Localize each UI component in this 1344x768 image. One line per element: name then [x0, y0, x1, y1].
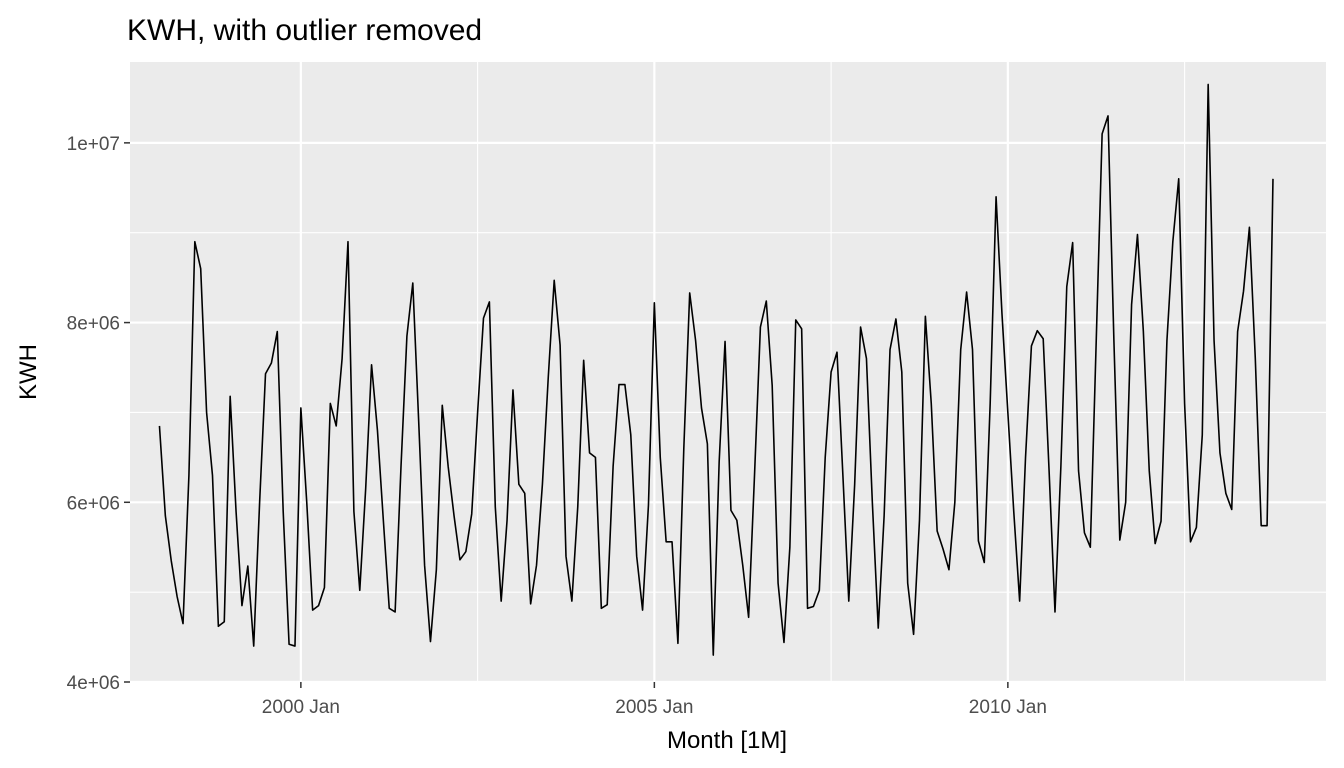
plot-panel	[130, 62, 1326, 682]
x-axis: 2000 Jan 2005 Jan 2010 Jan	[262, 682, 1047, 718]
x-tick-label: 2005 Jan	[615, 697, 693, 718]
y-tick-label: 8e+06	[67, 314, 120, 335]
y-axis-title: KWH	[15, 344, 42, 400]
major-gridlines	[130, 62, 1326, 684]
x-tick-label: 2010 Jan	[969, 697, 1047, 718]
y-axis: 4e+06 6e+06 8e+06 1e+07	[67, 134, 130, 694]
y-tick-label: 1e+07	[67, 134, 120, 155]
series-line	[158, 83, 1274, 656]
chart-title: KWH, with outlier removed	[127, 14, 482, 47]
x-axis-title: Month [1M]	[667, 727, 787, 754]
y-tick-label: 6e+06	[67, 493, 120, 514]
y-tick-label: 4e+06	[67, 673, 120, 694]
x-tick-label: 2000 Jan	[262, 697, 340, 718]
series-layer	[158, 83, 1274, 656]
